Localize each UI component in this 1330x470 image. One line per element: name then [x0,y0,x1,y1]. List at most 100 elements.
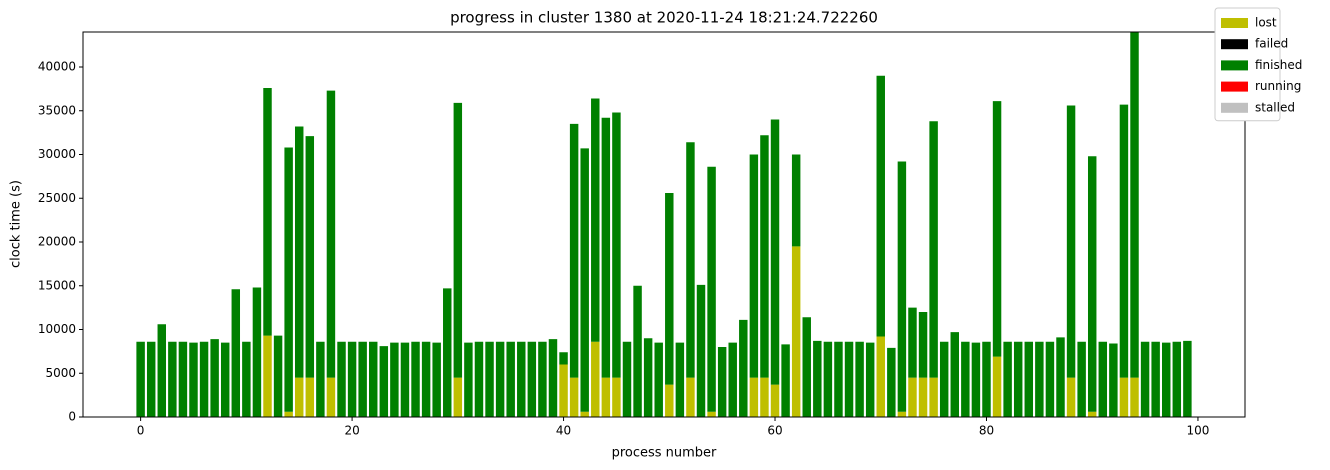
bar-segment [178,341,188,417]
legend-swatch [1221,18,1248,28]
bar-segment [1109,343,1118,417]
bar-segment [887,347,896,417]
bar-segment [400,342,410,417]
bar-segment [1130,32,1139,378]
bar-segment [749,154,759,378]
bar-segment [770,384,780,417]
bar-segment [707,166,716,412]
bar-segment [1077,341,1086,417]
bar-segment [548,339,558,417]
bar-segment [337,341,346,417]
bar-segment [527,341,537,417]
bar-segment [855,341,864,417]
bar-segment [242,341,251,417]
bar-segment [1035,341,1044,417]
bar-segment [559,364,568,417]
x-tick-label: 40 [556,424,571,438]
bar-segment [1162,342,1171,417]
bar-segment [612,377,621,417]
bar-segment [961,341,970,417]
bar-segment [559,352,568,365]
bar-segment [665,384,674,417]
bar-segment [992,356,1002,417]
bar-segment [252,287,262,417]
legend-label: running [1255,79,1301,93]
bar-segment [390,342,399,417]
bar-segment [707,411,716,417]
legend-swatch [1221,39,1248,50]
bar-segment [1098,341,1108,417]
bar-segment [982,341,991,417]
y-tick-label: 20000 [38,235,76,249]
bar-segment [284,147,293,412]
legend: lost failed finished running stalled [1214,7,1302,122]
bar-segment [273,335,283,417]
bar-segment [675,342,685,417]
y-tick-label: 15000 [38,278,76,292]
bar-segment [495,341,505,417]
bar-segment [802,317,811,417]
bar-segment [1183,340,1192,417]
bar-segment [813,340,822,417]
bar-segment [580,411,589,417]
legend-swatch [1221,102,1248,113]
legend-swatch [1221,60,1248,71]
bar-segment [760,377,769,417]
bar-segment [136,341,145,417]
bar-segment [199,341,209,417]
bar-segment [749,377,759,417]
x-tick-label: 0 [137,424,145,438]
bar-segment [612,112,621,378]
bar-segment [1119,104,1129,378]
bar-segment [971,342,981,417]
bar-segment [305,377,315,417]
bar-segment [876,336,885,417]
bar-segment [665,193,674,385]
bar-segment [591,341,600,417]
y-axis-label: clock time (s) [9,180,24,268]
bar-segment [1013,341,1023,417]
bar-segment [210,339,219,417]
bar-segment [1024,341,1034,417]
bar-segment [231,289,241,417]
bar-segment [485,341,494,417]
bar-segment [717,347,727,417]
bar-segment [1151,341,1160,417]
bar-segment [168,341,177,417]
legend-label: stalled [1255,100,1295,114]
bar-segment [443,288,452,417]
bar-segment [284,411,293,417]
plot-frame [82,31,1246,418]
bar-segment [411,341,420,417]
x-tick-label: 100 [1186,424,1209,438]
bar-segment [950,332,959,417]
bar-segment [908,377,917,417]
bar-segment [146,341,156,417]
y-tick-label: 10000 [38,322,76,336]
x-tick-label: 20 [344,424,359,438]
legend-label: failed [1255,37,1288,51]
bar-segment [770,119,780,385]
bar-segment [220,342,230,417]
bar-segment [305,136,315,378]
bar-segment [1066,377,1076,417]
bar-segment [643,338,653,417]
bar-segment [453,377,463,417]
bar-segment [622,341,632,417]
bar-segment [1087,411,1097,417]
bar-segment [1140,341,1150,417]
bar-segment [1130,377,1139,417]
bar-segment [1003,341,1012,417]
bar-segment [1045,341,1055,417]
bar-segment [453,102,463,378]
bar-segment [1172,341,1182,417]
bar-segment [474,341,484,417]
bar-segment [696,284,706,417]
bar-segment [834,341,843,417]
legend-label: lost [1255,16,1277,30]
bar-segment [876,75,885,337]
bar-segment [326,377,336,417]
x-axis-label: process number [612,446,717,461]
bar-segment [686,377,695,417]
bar-segment [929,377,938,417]
